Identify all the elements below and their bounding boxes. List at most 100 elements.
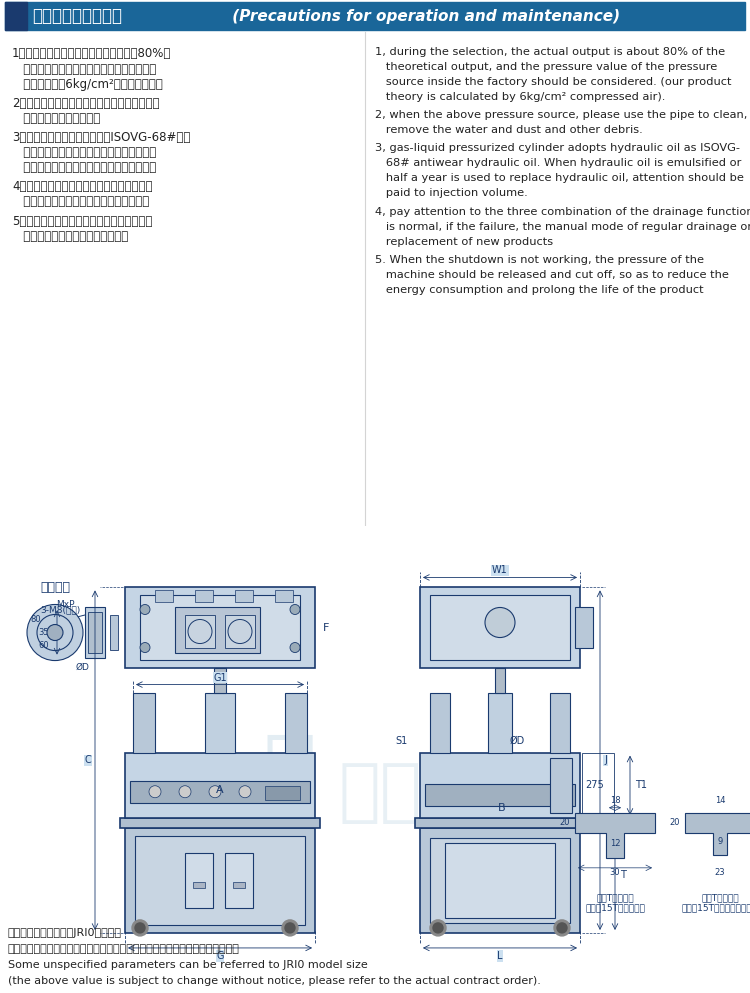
Bar [5,2,27,30]
Text: Some unspecified parameters can be referred to JRI0 model size: Some unspecified parameters can be refer… [8,960,368,970]
Circle shape [290,642,300,652]
Text: energy consumption and prolong the life of the product: energy consumption and prolong the life … [375,285,704,295]
Bar [575,608,593,647]
Bar [430,692,450,753]
Circle shape [47,625,63,640]
Bar [125,588,315,667]
Text: G1: G1 [213,672,226,682]
Text: (Precautions for operation and maintenance): (Precautions for operation and maintenan… [227,9,620,24]
Text: theory is calculated by 6kg/cm² compressed air).: theory is calculated by 6kg/cm² compress… [375,92,665,102]
Text: 品理论出力以6kg/cm²压缩空气计算）: 品理论出力以6kg/cm²压缩空气计算） [12,78,163,91]
Circle shape [140,605,150,615]
Polygon shape [685,812,750,855]
Bar [285,692,307,753]
Text: 5、停机未工作时应将机台压力释放及切断电: 5、停机未工作时应将机台压力释放及切断电 [12,214,152,227]
Text: 30: 30 [610,868,620,877]
Text: 并需考虑厂内压力源之压力值大小（我司产: 并需考虑厂内压力源之压力值大小（我司产 [12,64,156,76]
Bar [265,785,300,799]
Bar [130,780,310,802]
Circle shape [557,922,567,932]
Text: 3, gas-liquid pressurized cylinder adopts hydraulic oil as ISOVG-: 3, gas-liquid pressurized cylinder adopt… [375,143,740,153]
Bar [430,838,570,922]
Text: 12: 12 [610,839,620,848]
Text: 上模模头: 上模模头 [40,582,70,595]
Text: 操作及维护注意事项: 操作及维护注意事项 [32,7,122,25]
Text: 源，减少消耗能源及延长产品寿命: 源，减少消耗能源及延长产品寿命 [12,229,128,242]
Text: 68# antiwear hydraulic oil. When hydraulic oil is emulsified or: 68# antiwear hydraulic oil. When hydraul… [375,159,741,169]
Circle shape [430,920,446,936]
Text: MxP: MxP [56,601,74,610]
Bar [420,588,580,667]
Bar [205,692,235,753]
Text: replacement of new products: replacement of new products [375,236,553,246]
Bar [550,692,570,753]
Text: theoretical output, and the pressure value of the pressure: theoretical output, and the pressure val… [375,63,717,72]
Bar [495,667,505,692]
Circle shape [132,920,148,936]
Bar [225,853,253,908]
Text: 1、在选型时，实际出力约为理论出力的80%，: 1、在选型时，实际出力约为理论出力的80%， [12,47,171,61]
Circle shape [149,785,161,797]
Text: F: F [323,623,329,633]
Circle shape [554,920,570,936]
Bar [175,608,260,652]
Text: machine should be released and cut off, so as to reduce the: machine should be released and cut off, … [375,270,729,280]
Circle shape [179,785,191,797]
Bar [275,591,293,603]
Text: source inside the factory should be considered. (our product: source inside the factory should be cons… [375,77,731,87]
Text: 20: 20 [670,818,680,827]
Bar [582,753,614,818]
Bar [415,818,585,828]
Text: 底板T型槽尺寸
（适用15T以下（含）机型）: 底板T型槽尺寸 （适用15T以下（含）机型） [682,893,750,913]
Text: ØD: ØD [75,662,89,671]
Bar [235,591,253,603]
Bar [233,882,245,888]
Polygon shape [575,812,655,858]
Text: 20: 20 [560,818,570,827]
Text: 9: 9 [717,837,723,846]
Text: half a year is used to replace hydraulic oil, attention should be: half a year is used to replace hydraulic… [375,174,744,184]
Text: 3-M8(均布): 3-M8(均布) [40,606,80,615]
Circle shape [485,608,515,638]
Text: 反应更换液压油；加油时应注意：注入油量: 反应更换液压油；加油时应注意：注入油量 [12,162,156,175]
Text: remove the water and dust and other debris.: remove the water and dust and other debr… [375,125,643,135]
Bar [110,616,118,649]
Text: 80: 80 [30,615,41,624]
Text: （以上数值如因产品改进而变更恕不另行通知，请参照实际合同订单附图为准）: （以上数值如因产品改进而变更恕不另行通知，请参照实际合同订单附图为准） [8,944,239,954]
Text: 60: 60 [38,641,49,650]
Bar [125,753,315,818]
Text: 5. When the shutdown is not working, the pressure of the: 5. When the shutdown is not working, the… [375,254,704,264]
Bar [185,853,213,908]
Bar [420,753,580,818]
Text: is normal, if the failure, the manual mode of regular drainage or: is normal, if the failure, the manual mo… [375,221,750,231]
Bar [420,828,580,932]
Circle shape [209,785,221,797]
Bar [550,758,572,812]
Text: T: T [620,870,626,881]
Bar [125,828,315,932]
Bar [195,591,213,603]
Text: S1: S1 [396,736,408,746]
Circle shape [239,785,251,797]
Bar [88,613,102,652]
Text: (the above value is subject to change without notice, please refer to the actual: (the above value is subject to change wi… [8,976,540,986]
Circle shape [27,605,83,660]
Text: 4、注意三点组合之排水功能是否正常，若失: 4、注意三点组合之排水功能是否正常，若失 [12,181,152,194]
Text: ØD: ØD [510,736,525,746]
Text: 4, pay attention to the three combination of the drainage function: 4, pay attention to the three combinatio… [375,207,750,216]
Bar [120,818,320,828]
Text: B: B [498,802,506,812]
Bar [140,596,300,659]
Text: 14: 14 [715,795,725,804]
Text: 效，则用手动方式定时排水或更换新产品: 效，则用手动方式定时排水或更换新产品 [12,196,149,209]
Circle shape [290,605,300,615]
Text: 液压油，当液压油出现乳化现象或使用半年: 液压油，当液压油出现乳化现象或使用半年 [12,146,156,159]
Bar [445,843,555,918]
Circle shape [433,922,443,932]
Text: W1: W1 [492,565,508,575]
Text: 其中的水份及沙尘等杂物: 其中的水份及沙尘等杂物 [12,112,100,125]
Text: 部分未注明参数可参照JRI0型号尺寸: 部分未注明参数可参照JRI0型号尺寸 [8,928,122,938]
Bar [425,783,575,805]
Bar [430,596,570,659]
Text: A: A [216,785,223,795]
